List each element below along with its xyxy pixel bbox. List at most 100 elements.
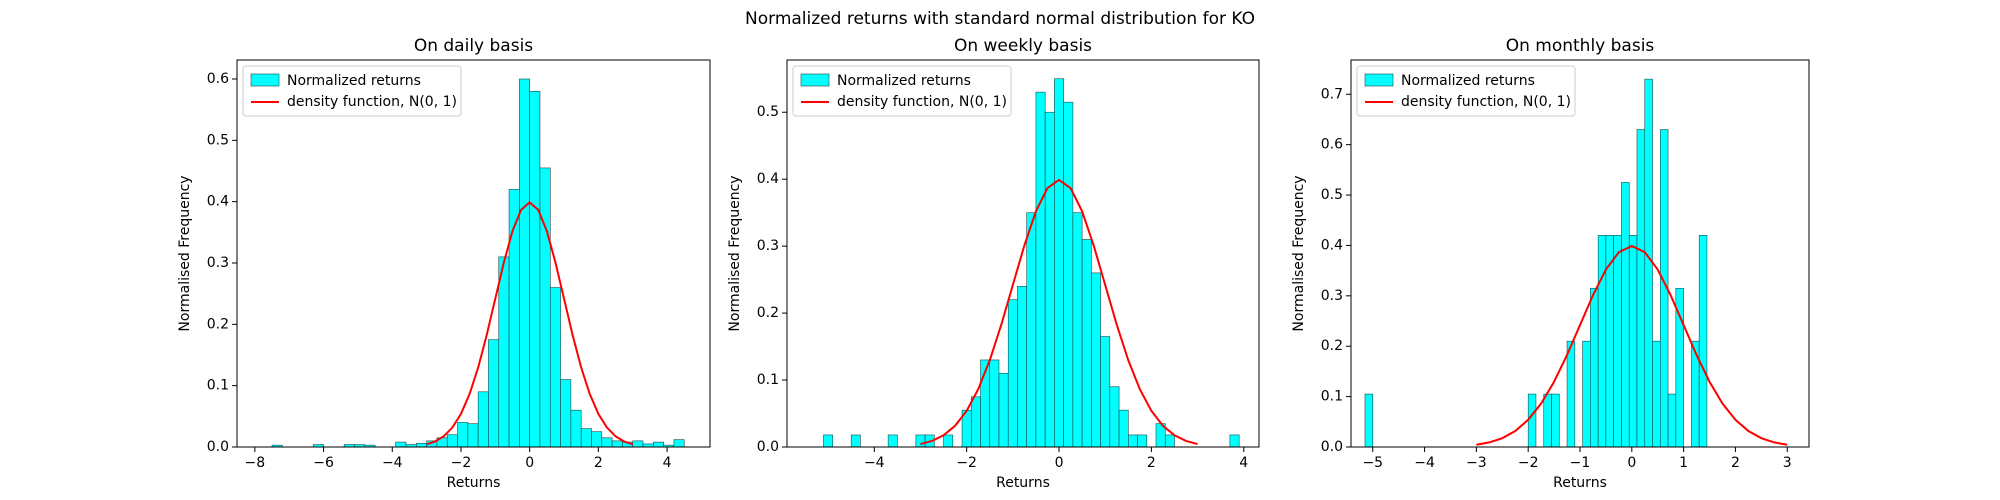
histogram-bar (1667, 393, 1677, 448)
histogram-bar (446, 434, 458, 448)
histogram-bar (1582, 340, 1591, 448)
histogram-bar (416, 443, 427, 448)
legend-patch (250, 73, 280, 87)
x-tick-label: 1 (1679, 455, 1688, 471)
histogram-bar (1613, 235, 1622, 448)
histogram-bar (1590, 287, 1599, 448)
histogram-bar (395, 441, 407, 448)
histogram-bar (1621, 182, 1630, 448)
y-tick-label: 0.6 (1321, 137, 1343, 153)
axes-frame (1350, 59, 1810, 448)
y-axis-label: Normalised Frequency (1291, 175, 1307, 331)
figure-title: Normalized returns with standard normal … (745, 9, 1255, 29)
y-tick-label: 0.3 (207, 255, 229, 271)
histogram-bar (989, 359, 1000, 448)
histogram-bar (488, 339, 500, 448)
x-tick-label: 2 (1147, 455, 1156, 471)
histogram-bar (591, 431, 603, 448)
legend-label: density function, N(0, 1) (287, 94, 457, 110)
histogram-bar (477, 391, 489, 448)
histogram-bar (498, 256, 510, 448)
y-tick-label: 0.4 (207, 194, 229, 210)
legend-box (242, 65, 462, 117)
histogram-bar (1026, 212, 1037, 448)
y-axis-label: Normalised Frequency (177, 175, 193, 331)
subplot: On daily basis −8 −6 −4 −2 0 2 4 0.0 0.1 0.2 0.3 0.4… (177, 36, 711, 491)
subplot-title: On monthly basis (1506, 36, 1655, 56)
x-tick-label: −4 (864, 455, 885, 471)
x-tick-label: −4 (382, 455, 403, 471)
y-tick-label: 0.0 (1321, 439, 1343, 455)
legend-patch (1364, 73, 1394, 87)
histogram-bar (1597, 235, 1607, 448)
subplot-title: On daily basis (414, 36, 533, 56)
legend-patch (800, 73, 830, 87)
histogram-bar (1698, 235, 1708, 448)
histogram-bar (1164, 434, 1175, 448)
histogram-bar (1063, 101, 1074, 448)
histogram-bar (653, 441, 664, 448)
histogram-bar (1007, 299, 1018, 448)
histogram-bar (1229, 434, 1240, 448)
x-tick-label: −6 (313, 455, 334, 471)
histogram-bar (580, 428, 592, 448)
x-tick-label: −1 (1570, 455, 1591, 471)
histogram-bar (1644, 78, 1653, 448)
histogram-bar (1364, 393, 1374, 448)
y-tick-label: 0.1 (757, 372, 779, 388)
y-tick-label: 0.5 (757, 104, 779, 120)
histogram-bar (519, 78, 530, 448)
histogram-bar (529, 90, 541, 448)
histogram-bar (1072, 212, 1083, 448)
subplot: On monthly basis −5 −4 −3 −2 −1 0 1 2 3 0.0 0.1 0.2 0… (1291, 36, 1810, 491)
histogram-bar (915, 434, 926, 448)
histogram-bar (850, 434, 861, 448)
x-tick-label: 0 (1055, 455, 1064, 471)
histogram-bar (1118, 409, 1129, 448)
legend-label: density function, N(0, 1) (1401, 94, 1571, 110)
histogram-bar (887, 434, 898, 448)
histogram-bar (943, 434, 954, 448)
x-tick-label: 2 (1731, 455, 1740, 471)
x-tick-label: −3 (1466, 455, 1487, 471)
x-axis-label: Returns (996, 475, 1050, 491)
y-tick-label: 0.2 (207, 316, 229, 332)
y-tick-label: 0.3 (757, 238, 779, 254)
histogram-bar (632, 440, 644, 448)
y-tick-label: 0.5 (207, 132, 229, 148)
x-axis-label: Returns (1553, 475, 1607, 491)
density-line (1476, 244, 1788, 446)
x-axis-label: Returns (447, 475, 501, 491)
x-tick-label: 3 (1783, 455, 1792, 471)
histogram-bar (1017, 286, 1027, 448)
y-tick-label: 0.3 (1321, 288, 1343, 304)
histogram-bar (1100, 336, 1111, 448)
histogram-bar (1636, 129, 1646, 448)
x-tick-label: −2 (451, 455, 472, 471)
histogram-bar (560, 379, 572, 448)
histogram-bar (1628, 235, 1638, 448)
histogram-bar (1109, 386, 1120, 448)
y-tick-label: 0.0 (757, 439, 779, 455)
x-tick-label: −2 (956, 455, 977, 471)
histogram-bar (549, 287, 561, 448)
y-tick-label: 0.1 (1321, 389, 1343, 405)
histogram-bar (1543, 393, 1552, 448)
legend-box (1356, 65, 1576, 117)
y-tick-label: 0.5 (1321, 187, 1343, 203)
legend-label: Normalized returns (1401, 73, 1535, 89)
x-tick-label: 0 (525, 455, 534, 471)
histogram-bar (998, 373, 1009, 448)
histogram-bar (1551, 393, 1560, 448)
subplot: On weekly basis −4 −2 0 2 4 0.0 0.1 0.2 0.3 0.4 0.5… (727, 36, 1260, 491)
histogram-bar (970, 396, 981, 448)
x-tick-label: 4 (1239, 455, 1248, 471)
histogram-bar (467, 423, 479, 448)
x-tick-label: 0 (1627, 455, 1636, 471)
histogram-bar (457, 422, 469, 448)
density-line (920, 178, 1198, 446)
histogram-bar (1652, 340, 1661, 448)
density-line (426, 201, 634, 446)
legend-box (792, 65, 1012, 117)
